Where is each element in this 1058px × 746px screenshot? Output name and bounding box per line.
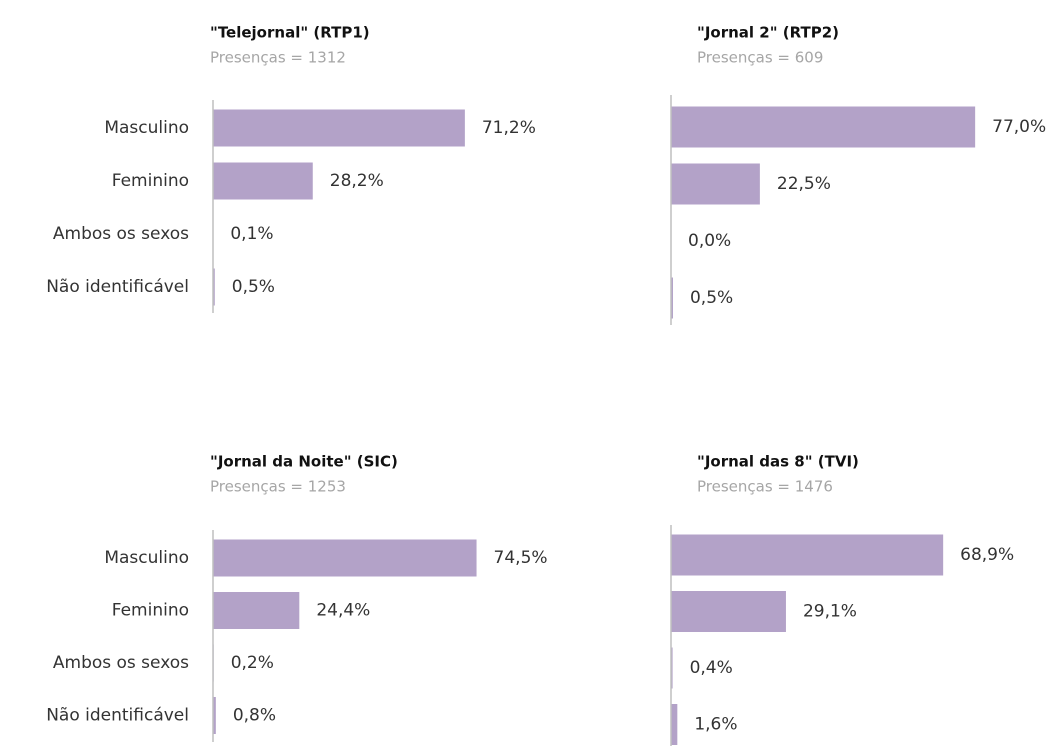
value-label: 24,4% [316,601,370,621]
value-label: 0,0% [688,231,731,251]
value-label: 22,5% [777,174,831,194]
chart-subtitle: Presenças = 609 [697,49,823,67]
value-label: 28,2% [330,171,384,191]
bar [671,163,760,205]
chart-subtitle: Presenças = 1312 [210,49,346,67]
category-label: Masculino [104,548,189,568]
bar [671,704,678,745]
bar [213,268,215,306]
category-label: Masculino [104,118,189,138]
category-label: Feminino [112,171,189,191]
bar [213,162,313,200]
bar [213,592,300,629]
chart-title: "Telejornal" (RTP1) [210,24,370,42]
value-label: 68,9% [960,545,1014,565]
chart-title: "Jornal das 8" (TVI) [697,453,859,471]
category-label: Feminino [112,601,189,621]
bar [213,539,477,577]
bar [671,277,673,319]
chart-title: "Jornal da Noite" (SIC) [210,453,398,471]
value-label: 71,2% [482,118,536,138]
value-label: 0,2% [231,653,274,673]
chart-title: "Jornal 2" (RTP2) [697,24,839,42]
value-label: 0,5% [232,277,275,297]
bar [671,647,673,689]
value-label: 0,4% [690,658,733,678]
bar [213,109,465,147]
bar [213,697,216,734]
category-label: Ambos os sexos [53,653,189,673]
value-label: 0,1% [230,224,273,244]
bar [671,591,786,632]
bar [671,534,944,576]
category-label: Ambos os sexos [53,224,189,244]
category-label: Não identificável [46,706,189,726]
category-label: Não identificável [46,277,189,297]
chart-subtitle: Presenças = 1476 [697,478,833,496]
value-label: 1,6% [694,715,737,735]
value-label: 0,8% [233,706,276,726]
bar [671,106,976,148]
value-label: 0,5% [690,288,733,308]
value-label: 74,5% [494,548,548,568]
value-label: 29,1% [803,602,857,622]
value-label: 77,0% [992,117,1046,137]
chart-subtitle: Presenças = 1253 [210,478,346,496]
